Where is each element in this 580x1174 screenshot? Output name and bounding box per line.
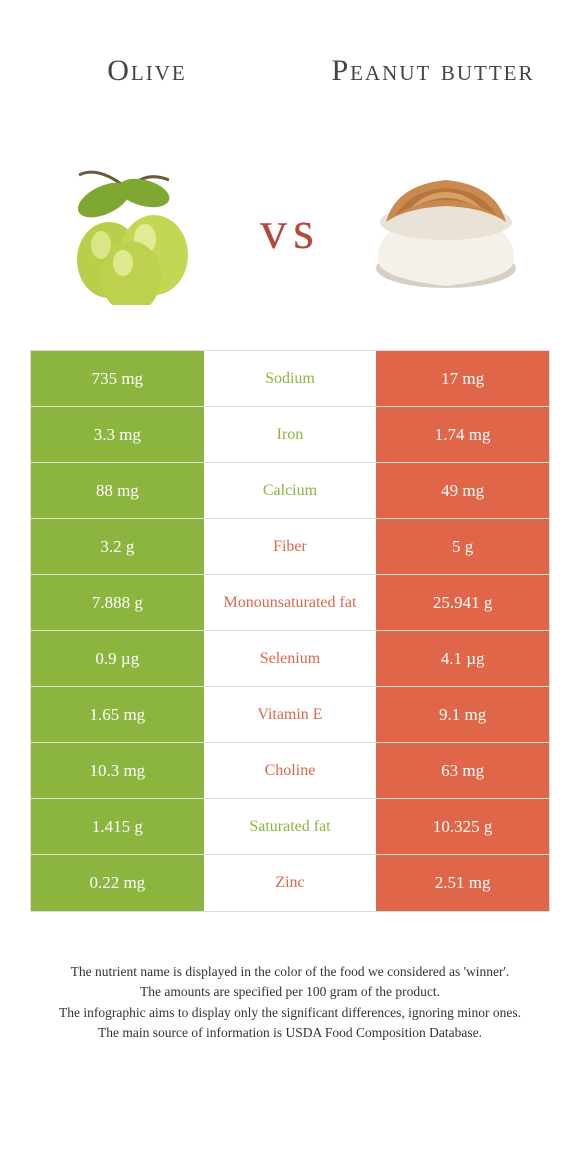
table-row: 3.2 gFiber5 g — [31, 519, 549, 575]
value-right: 4.1 µg — [376, 631, 549, 686]
peanut-butter-icon — [366, 160, 526, 300]
table-row: 1.415 gSaturated fat10.325 g — [31, 799, 549, 855]
value-right: 17 mg — [376, 351, 549, 406]
value-right: 1.74 mg — [376, 407, 549, 462]
value-right: 2.51 mg — [376, 855, 549, 911]
value-right: 49 mg — [376, 463, 549, 518]
nutrient-label: Iron — [204, 407, 377, 462]
value-right: 63 mg — [376, 743, 549, 798]
olive-image — [30, 155, 238, 305]
value-left: 3.3 mg — [31, 407, 204, 462]
table-row: 88 mgCalcium49 mg — [31, 463, 549, 519]
nutrient-label: Choline — [204, 743, 377, 798]
nutrient-label: Fiber — [204, 519, 377, 574]
value-left: 7.888 g — [31, 575, 204, 630]
value-left: 88 mg — [31, 463, 204, 518]
nutrient-label: Sodium — [204, 351, 377, 406]
value-left: 1.65 mg — [31, 687, 204, 742]
nutrient-label: Zinc — [204, 855, 377, 911]
infographic-container: Olive Peanut butter vs — [0, 0, 580, 1063]
value-right: 25.941 g — [376, 575, 549, 630]
nutrient-label: Monounsaturated fat — [204, 575, 377, 630]
value-left: 10.3 mg — [31, 743, 204, 798]
vs-label: vs — [238, 199, 342, 261]
table-row: 7.888 gMonounsaturated fat25.941 g — [31, 575, 549, 631]
footer-line-3: The infographic aims to display only the… — [40, 1003, 540, 1023]
header-row: Olive Peanut butter — [30, 20, 550, 120]
table-row: 10.3 mgCholine63 mg — [31, 743, 549, 799]
table-row: 1.65 mgVitamin E9.1 mg — [31, 687, 549, 743]
footer-line-4: The main source of information is USDA F… — [40, 1023, 540, 1043]
nutrient-label: Calcium — [204, 463, 377, 518]
title-left: Olive — [30, 54, 264, 87]
value-left: 735 mg — [31, 351, 204, 406]
image-row: vs — [30, 130, 550, 330]
nutrient-table: 735 mgSodium17 mg3.3 mgIron1.74 mg88 mgC… — [30, 350, 550, 912]
table-row: 0.9 µgSelenium4.1 µg — [31, 631, 549, 687]
table-row: 0.22 mgZinc2.51 mg — [31, 855, 549, 911]
value-left: 3.2 g — [31, 519, 204, 574]
table-row: 735 mgSodium17 mg — [31, 351, 549, 407]
value-left: 1.415 g — [31, 799, 204, 854]
value-right: 10.325 g — [376, 799, 549, 854]
nutrient-label: Vitamin E — [204, 687, 377, 742]
footer-line-1: The nutrient name is displayed in the co… — [40, 962, 540, 982]
olive-icon — [49, 155, 219, 305]
table-row: 3.3 mgIron1.74 mg — [31, 407, 549, 463]
nutrient-label: Saturated fat — [204, 799, 377, 854]
value-right: 5 g — [376, 519, 549, 574]
peanut-butter-image — [342, 160, 550, 300]
nutrient-label: Selenium — [204, 631, 377, 686]
value-right: 9.1 mg — [376, 687, 549, 742]
title-right: Peanut butter — [316, 54, 550, 87]
value-left: 0.22 mg — [31, 855, 204, 911]
value-left: 0.9 µg — [31, 631, 204, 686]
footer-line-2: The amounts are specified per 100 gram o… — [40, 982, 540, 1002]
footer-notes: The nutrient name is displayed in the co… — [30, 962, 550, 1043]
